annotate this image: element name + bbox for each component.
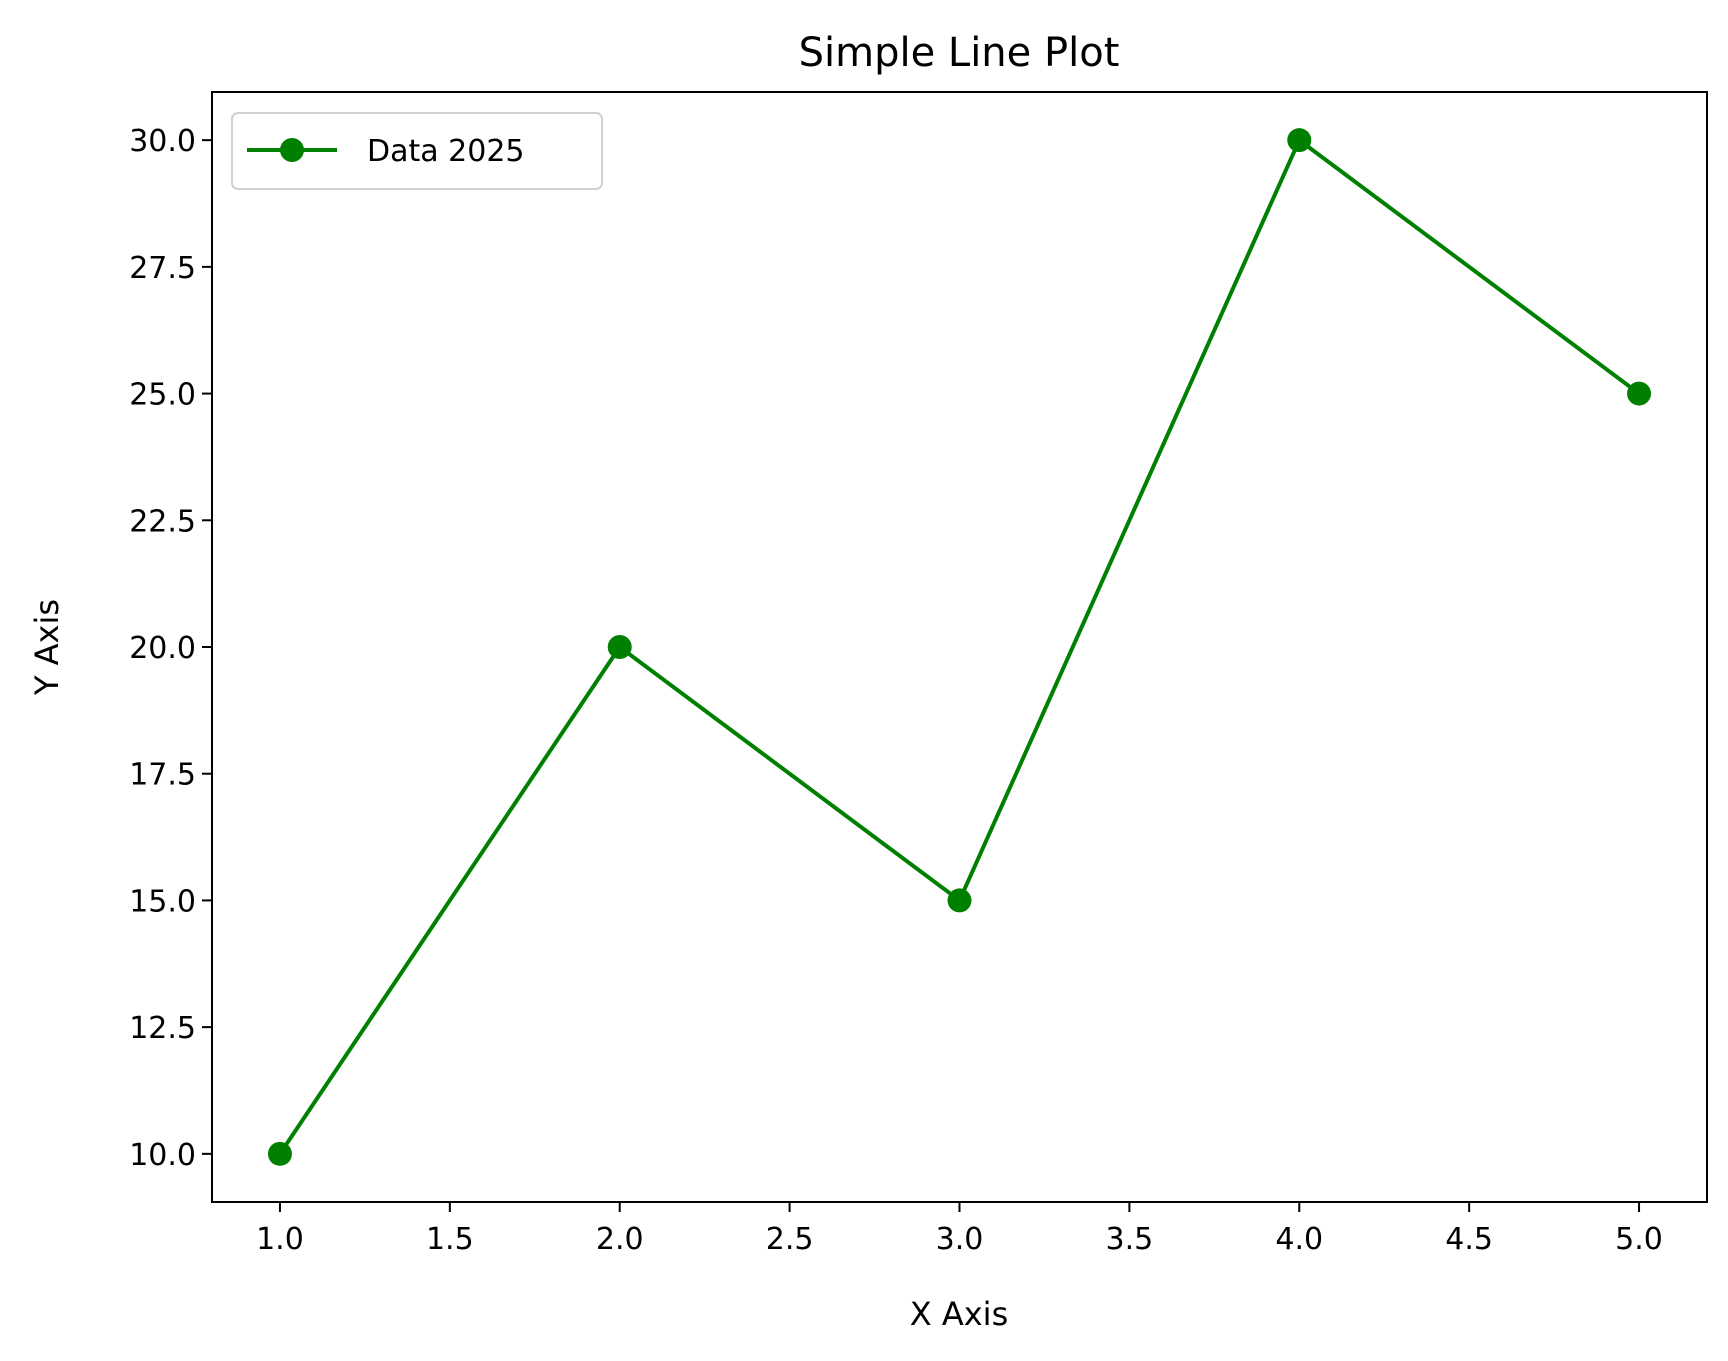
y-tick-label: 20.0 [129,631,196,666]
x-tick-label: 2.5 [766,1222,814,1257]
data-point-marker [267,1141,292,1166]
x-tick-label: 3.5 [1106,1222,1154,1257]
y-tick-label: 25.0 [129,378,196,413]
chart-title: Simple Line Plot [799,30,1120,76]
y-axis-ticks: 10.0 12.5 15.0 17.5 20.0 22.5 25.0 27.5 30.0 [129,124,212,1173]
y-tick-label: 17.5 [129,758,196,793]
legend-entry-label: Data 2025 [367,134,525,169]
y-tick-label: 27.5 [129,251,196,286]
x-tick-label: 1.0 [256,1222,304,1257]
x-axis-label: X Axis [910,1295,1008,1333]
y-tick-label: 15.0 [129,884,196,919]
x-tick-label: 4.5 [1445,1222,1493,1257]
y-tick-label: 22.5 [129,504,196,539]
plot-area-frame [211,91,1708,1203]
x-tick-label: 2.0 [596,1222,644,1257]
series-layer [267,128,1652,1166]
legend-marker-sample [280,138,304,162]
x-tick-label: 4.0 [1275,1222,1323,1257]
x-axis-ticks: 1.0 1.5 2.0 2.5 3.0 3.5 4.0 4.5 5.0 [256,1202,1663,1257]
data-point-marker [1287,128,1312,153]
y-axis-label: Y Axis [28,599,66,696]
x-tick-label: 5.0 [1615,1222,1663,1257]
y-tick-label: 30.0 [129,124,196,159]
data-point-marker [947,888,972,913]
y-tick-label: 10.0 [129,1138,196,1173]
legend: Data 2025 [231,112,603,190]
data-point-marker [1627,381,1652,406]
x-tick-label: 3.0 [936,1222,984,1257]
legend-box [231,112,603,190]
data-point-marker [607,635,632,659]
x-tick-label: 1.5 [426,1222,474,1257]
y-tick-label: 12.5 [129,1011,196,1046]
